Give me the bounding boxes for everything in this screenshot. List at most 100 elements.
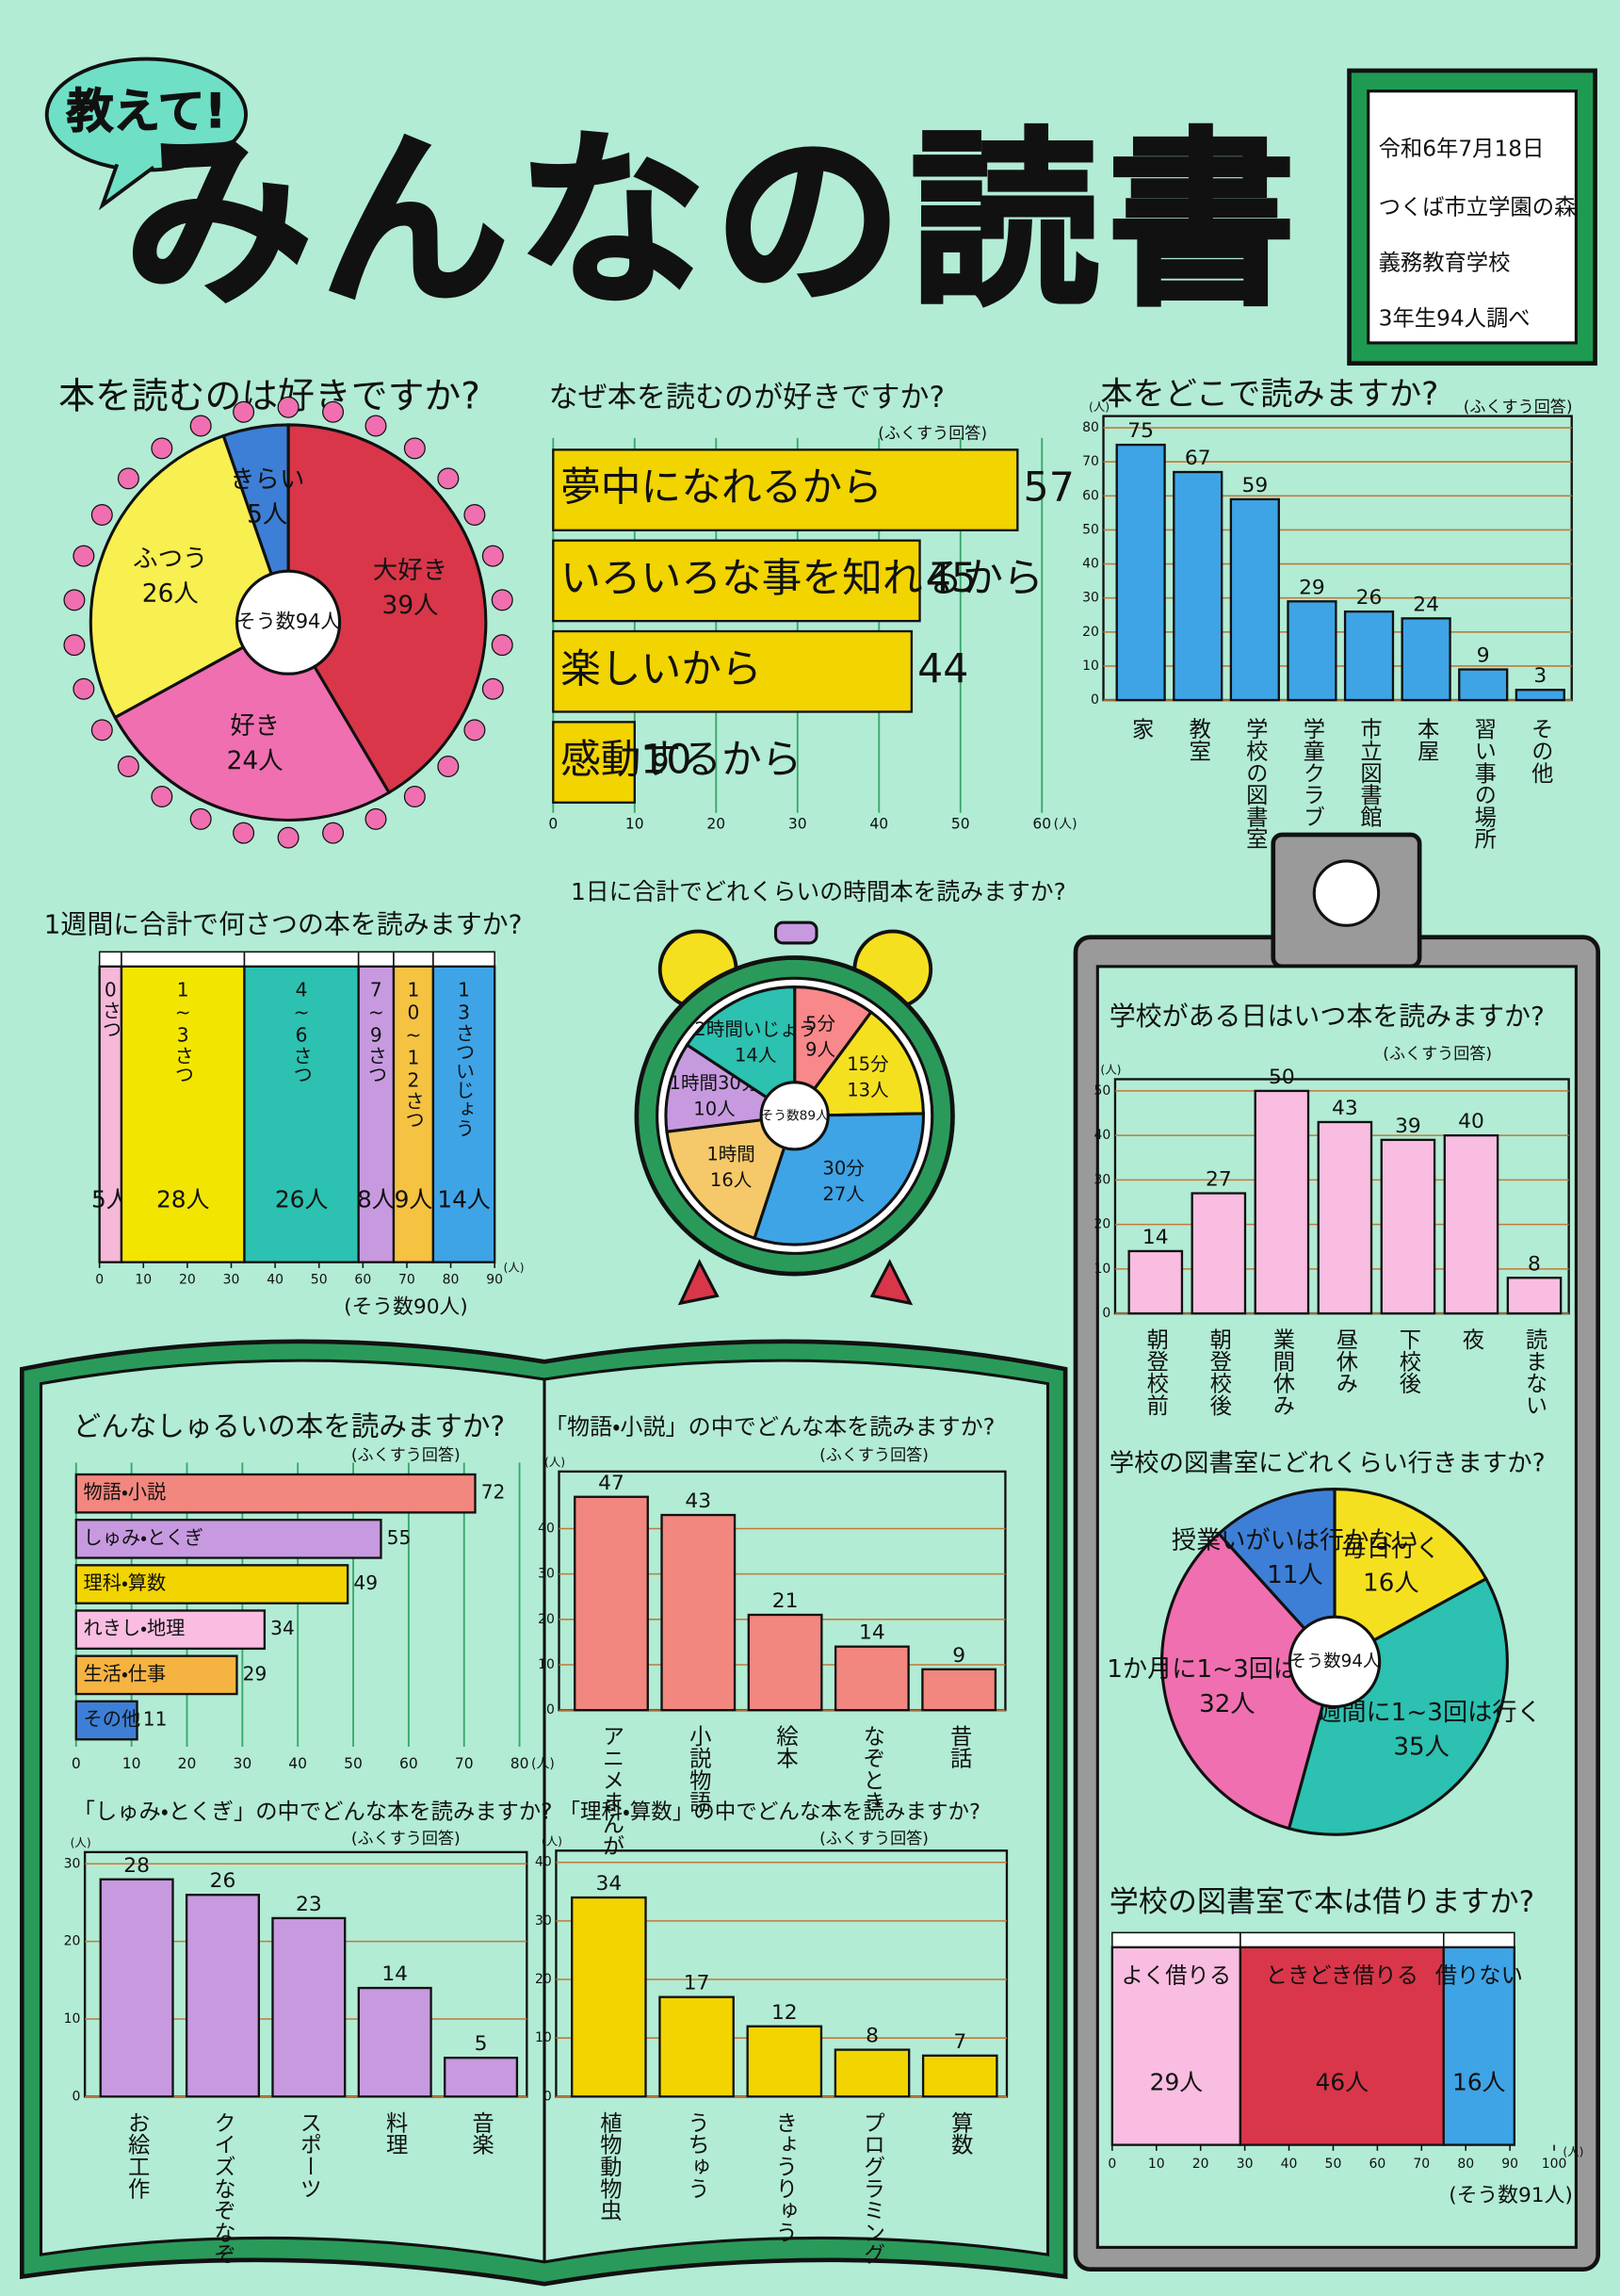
slice-value: 11人 xyxy=(1267,1561,1323,1589)
slice-value: 27人 xyxy=(822,1183,864,1205)
stack-segment xyxy=(357,965,396,1263)
y-tick-label: 0 xyxy=(1091,692,1099,708)
x-tick-label: 40 xyxy=(869,816,888,833)
bar-value: 12 xyxy=(771,2001,798,2025)
pie-center xyxy=(1288,1615,1382,1709)
x-tick-label: 40 xyxy=(267,1272,284,1287)
x-tick-label: クイズなぞなぞ xyxy=(210,2111,235,2265)
x-tick-label: 10 xyxy=(1148,2157,1165,2172)
heart-decoration xyxy=(189,807,212,830)
heart-decoration xyxy=(73,677,95,700)
bar xyxy=(658,1995,735,2098)
slice-value: 13人 xyxy=(847,1079,888,1100)
bar xyxy=(74,1564,349,1604)
clock-legs xyxy=(677,1259,914,1306)
y-tick-label: 20 xyxy=(1094,1217,1111,1232)
bar-value: 24 xyxy=(1413,593,1439,616)
heart-decoration xyxy=(491,634,513,657)
bar-value: 8 xyxy=(1528,1252,1541,1276)
x-tick-label: 50 xyxy=(311,1272,328,1287)
x-tick-label: 20 xyxy=(178,1755,197,1772)
segment-value: 28人 xyxy=(156,1185,210,1213)
y-unit: (人) xyxy=(542,1833,562,1848)
y-tick-label: 80 xyxy=(1082,420,1099,435)
note-line: 令和6年7月18日 xyxy=(1379,136,1545,161)
heart-decoration xyxy=(90,719,113,741)
bar xyxy=(74,1473,477,1514)
segment-label: 借りない xyxy=(1435,1962,1523,1988)
slice-value: 24人 xyxy=(227,746,284,775)
book-top xyxy=(357,951,395,968)
bar-value: 29 xyxy=(243,1662,267,1685)
bar-value: 72 xyxy=(481,1481,506,1504)
segment-value: 46人 xyxy=(1316,2068,1369,2095)
bar-value: 14 xyxy=(859,1621,885,1645)
bar-value: 23 xyxy=(296,1893,322,1916)
heart-decoration xyxy=(90,504,113,527)
slice-label: 30分 xyxy=(822,1158,865,1180)
chart-title: 「理科・算数」の中でどんな本を読みますか? xyxy=(559,1799,980,1824)
slice-value: 26人 xyxy=(142,578,199,608)
x-tick-label: 家 xyxy=(1128,717,1154,740)
pie-center xyxy=(759,1081,830,1151)
x-tick-label: きょうりゅう xyxy=(771,2111,797,2243)
bar xyxy=(660,1513,737,1712)
bar-value: 40 xyxy=(1458,1110,1484,1133)
x-unit: (人) xyxy=(1054,817,1077,832)
x-tick-label: 習い事の場所 xyxy=(1470,718,1497,850)
segment-label: よく借りる xyxy=(1122,1962,1231,1988)
note-line: 義務教育学校 xyxy=(1379,251,1511,276)
bar-value: 55 xyxy=(387,1526,412,1549)
bar-value: 5 xyxy=(475,2032,488,2056)
book-top xyxy=(393,951,434,968)
y-tick-label: 20 xyxy=(1082,625,1099,640)
bar xyxy=(1173,470,1223,702)
pie-slice xyxy=(1160,1531,1336,1831)
slice-label: ふつう xyxy=(133,544,207,573)
heart-decoration xyxy=(403,785,426,807)
bar xyxy=(1127,1249,1184,1315)
bar-label: れきし・地理 xyxy=(84,1617,186,1639)
bar-value: 17 xyxy=(684,1972,710,1995)
segment-value: 9人 xyxy=(395,1185,433,1213)
slice-value: 5人 xyxy=(247,499,287,529)
x-tick-label: スポーツ xyxy=(296,2111,321,2199)
bar-value: 29 xyxy=(1299,576,1325,599)
chart-title: 1日に合計でどれくらいの時間本を読みますか? xyxy=(571,878,1066,905)
pie-slice xyxy=(791,1010,925,1117)
y-unit: (人) xyxy=(1089,399,1110,414)
stack-segment xyxy=(1239,1946,1445,2146)
slice-label: 5分 xyxy=(805,1013,835,1034)
y-tick-label: 30 xyxy=(64,1856,81,1871)
y-tick-label: 70 xyxy=(1082,454,1099,469)
heart-decoration xyxy=(437,756,460,778)
y-unit: (人) xyxy=(71,1835,91,1849)
bar xyxy=(552,539,921,623)
bar-value: 9 xyxy=(952,1644,965,1668)
x-tick-label: 70 xyxy=(455,1755,474,1772)
slice-label: 大好き xyxy=(373,556,447,585)
bar-value: 59 xyxy=(1241,474,1268,497)
x-tick-label: 下校後 xyxy=(1395,1328,1421,1394)
segment-label: ときどき借りる xyxy=(1266,1962,1418,1988)
bar xyxy=(746,2025,823,2098)
bar-value: 34 xyxy=(270,1617,295,1639)
slice-value: 14人 xyxy=(735,1044,776,1066)
segment-label: 13さついじょう xyxy=(453,978,476,1137)
x-tick-label: 植物動物虫 xyxy=(596,2110,623,2221)
bar xyxy=(1229,497,1280,702)
bar-value: 43 xyxy=(1332,1097,1358,1120)
slice-value: 35人 xyxy=(1393,1733,1450,1761)
y-tick-label: 40 xyxy=(535,1855,552,1870)
chart-title: 本を読むのは好きですか? xyxy=(58,375,480,417)
y-tick-label: 0 xyxy=(546,1702,555,1718)
slice-label: 授業いがいは行かない xyxy=(1172,1527,1418,1555)
chart-title: 本をどこで読みますか? xyxy=(1100,375,1438,413)
x-tick-label: 音楽 xyxy=(468,2110,494,2155)
x-tick-label: 90 xyxy=(1501,2157,1518,2172)
y-tick-label: 30 xyxy=(1082,591,1099,606)
bar-value: 50 xyxy=(1269,1066,1295,1089)
heart-decoration xyxy=(463,504,486,527)
pie-slice xyxy=(793,985,874,1121)
